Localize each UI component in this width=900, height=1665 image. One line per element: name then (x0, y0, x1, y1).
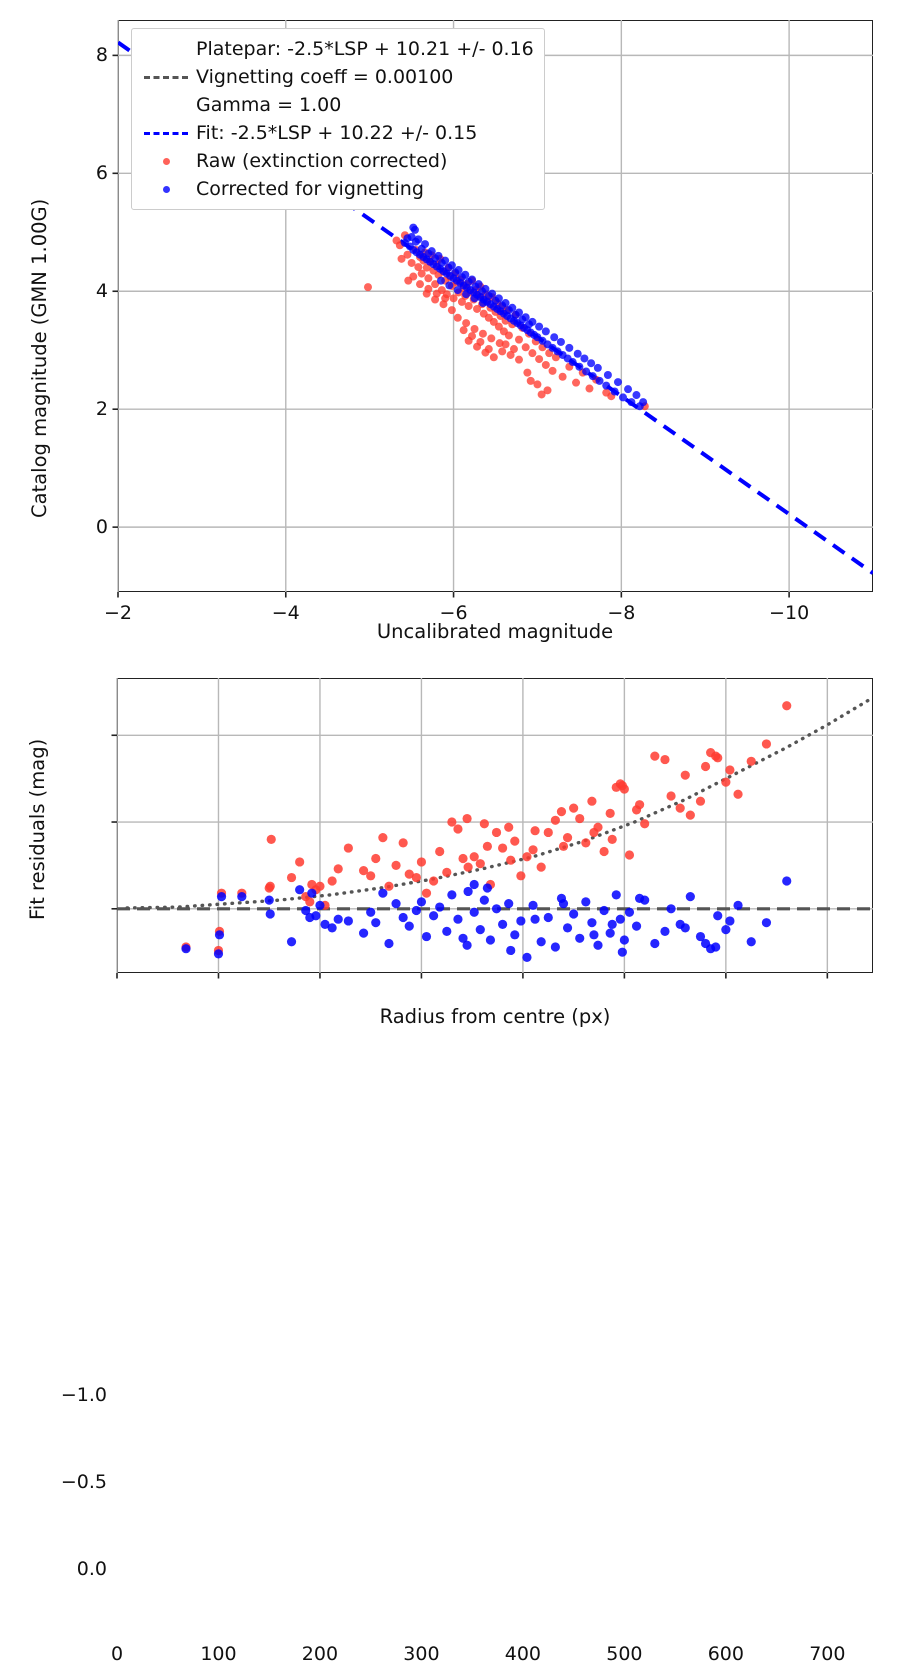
dot-icon (162, 185, 170, 193)
legend-entry: Gamma = 1.00 (140, 91, 534, 119)
fit-residuals-panel: 0 100 200 300 400 500 600 700 0.0 −0.5 −1.0 Radius… (0, 660, 900, 1665)
x-tick-label: 0 (110, 1643, 124, 1665)
x-tick-label: −6 (439, 602, 468, 624)
y-tick-label: −1.0 (60, 1384, 107, 1407)
calibration-ylabel: Catalog magnitude (GMN 1.00G) (28, 198, 51, 518)
y-tick-label: 0 (95, 516, 108, 539)
legend-label: Vignetting coeff = 0.00100 (196, 66, 454, 88)
x-tick-label: −8 (607, 602, 636, 624)
legend-label: Gamma = 1.00 (196, 94, 342, 116)
legend-entry: Fit: -2.5*LSP + 10.22 +/- 0.15 (140, 119, 534, 147)
legend-label: Raw (extinction corrected) (196, 150, 448, 172)
legend-label: Platepar: -2.5*LSP + 10.21 +/- 0.16 (196, 38, 534, 60)
y-tick-label: 0.0 (76, 1557, 107, 1580)
legend-entry: Vignetting coeff = 0.00100 (140, 63, 534, 91)
legend-entry: Raw (extinction corrected) (140, 147, 534, 175)
residuals-ylabel: Fit residuals (mag) (26, 738, 49, 920)
x-tick-label: 400 (504, 1643, 542, 1665)
legend-entry: Platepar: -2.5*LSP + 10.21 +/- 0.16 (140, 35, 534, 63)
legend-no-handle (140, 35, 192, 63)
x-tick-label: −2 (103, 602, 133, 624)
x-tick-label: 500 (606, 1643, 643, 1665)
legend-red-dot-icon (140, 147, 192, 175)
y-tick-label: 6 (95, 162, 108, 185)
y-tick-label: −0.5 (60, 1471, 107, 1494)
residuals-plot-area (111, 678, 873, 979)
legend-dashed-gray-icon (140, 63, 192, 91)
y-tick-label: 2 (95, 398, 108, 421)
legend-label: Corrected for vignetting (196, 178, 424, 200)
photometric-calibration-panel: −2 −4 −6 −8 −10 0 2 4 6 8 Uncalibrated magnitude … (0, 0, 900, 660)
dash-icon (144, 131, 188, 135)
x-tick-label: 600 (707, 1643, 744, 1665)
x-tick-label: 300 (403, 1643, 440, 1665)
residuals-xlabel: Radius from centre (px) (379, 1005, 611, 1028)
legend-entry: Corrected for vignetting (140, 175, 534, 203)
x-tick-label: 100 (200, 1643, 237, 1665)
x-tick-label: −10 (769, 602, 810, 624)
x-tick-label: 200 (301, 1643, 339, 1665)
legend-blue-dot-icon (140, 175, 192, 203)
dash-icon (144, 75, 188, 79)
calibration-legend: Platepar: -2.5*LSP + 10.21 +/- 0.16 Vigne… (131, 28, 545, 210)
y-tick-label: 4 (95, 280, 108, 303)
x-tick-label: 700 (809, 1643, 846, 1665)
x-tick-label: −4 (271, 602, 300, 624)
dot-icon (162, 157, 170, 165)
y-tick-label: 8 (95, 44, 108, 67)
legend-label: Fit: -2.5*LSP + 10.22 +/- 0.15 (196, 122, 478, 144)
legend-no-handle (140, 91, 192, 119)
calibration-xlabel: Uncalibrated magnitude (376, 620, 614, 643)
legend-dashed-blue-icon (140, 119, 192, 147)
